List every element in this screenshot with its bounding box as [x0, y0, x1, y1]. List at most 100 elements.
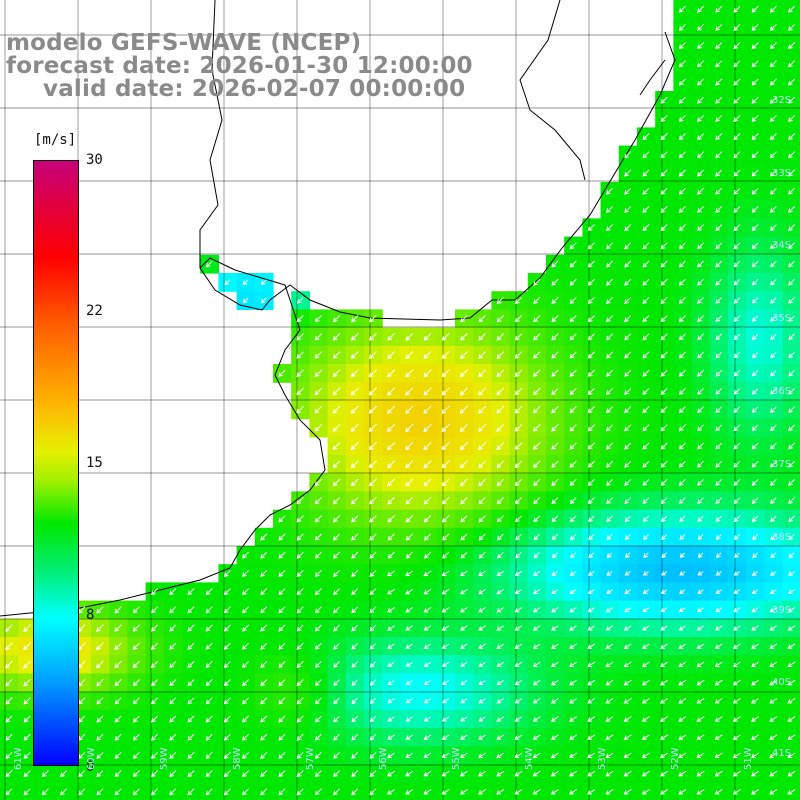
- wind-arrow: [187, 770, 195, 778]
- wind-arrow: [441, 643, 450, 649]
- wind-arrow: [96, 660, 104, 669]
- wind-arrow: [405, 515, 414, 523]
- wind-arrow: [733, 351, 741, 359]
- wind-arrow: [132, 733, 140, 741]
- wind-arrow: [405, 661, 413, 667]
- lon-label-59w: 59W: [159, 747, 170, 770]
- wind-arrow: [551, 589, 559, 595]
- wind-arrow: [769, 625, 777, 631]
- wind-arrow: [460, 333, 468, 341]
- wind-arrow: [296, 660, 304, 668]
- wind-arrow: [296, 679, 304, 687]
- wind-arrow: [441, 478, 450, 487]
- wind-arrow: [642, 133, 650, 141]
- wind-arrow: [733, 515, 741, 522]
- wind-arrow: [678, 770, 687, 777]
- wind-arrow: [514, 698, 523, 704]
- wind-arrow: [769, 589, 777, 594]
- wind-arrow: [660, 205, 668, 213]
- wind-arrow: [405, 680, 413, 686]
- wind-arrow: [678, 151, 686, 159]
- wind-arrow: [114, 733, 122, 741]
- wind-arrow: [623, 679, 632, 686]
- wind-arrow: [423, 351, 432, 359]
- wind-arrow: [624, 589, 631, 594]
- wind-arrow: [350, 423, 359, 432]
- wind-arrow: [769, 224, 777, 232]
- wind-arrow: [368, 460, 377, 469]
- wind-arrow: [96, 733, 104, 741]
- wind-arrow: [114, 788, 122, 796]
- wind-arrow: [678, 333, 686, 341]
- wind-arrow: [642, 224, 650, 232]
- wind-arrow: [333, 551, 341, 559]
- wind-arrow: [751, 460, 759, 468]
- wind-arrow: [424, 680, 431, 686]
- colorbar-tick-8: 8: [86, 607, 95, 623]
- wind-arrow: [769, 607, 777, 613]
- coastline: [0, 31, 676, 617]
- wind-arrow: [606, 515, 613, 523]
- wind-arrow: [387, 351, 396, 359]
- wind-arrow: [314, 315, 322, 323]
- wind-arrow: [733, 151, 741, 159]
- wind-arrow: [788, 479, 795, 486]
- wind-arrow: [678, 625, 686, 631]
- wind-arrow: [660, 369, 668, 377]
- wind-arrow: [606, 497, 613, 504]
- wind-arrow: [715, 5, 723, 13]
- wind-arrow: [733, 333, 741, 340]
- wind-arrow: [242, 751, 250, 759]
- wind-arrow: [278, 715, 286, 723]
- wind-arrow: [587, 752, 596, 759]
- wind-arrow: [733, 260, 741, 268]
- wind-arrow: [660, 133, 668, 141]
- wind-arrow: [660, 497, 668, 504]
- wind-arrow: [715, 460, 723, 468]
- wind-arrow: [369, 478, 377, 487]
- colorbar-tick-30: 30: [86, 152, 103, 168]
- wind-arrow: [205, 588, 213, 596]
- wind-arrow: [23, 715, 31, 723]
- wind-arrow: [460, 698, 468, 704]
- wind-arrow: [496, 478, 505, 487]
- wind-arrow: [752, 351, 759, 359]
- wind-arrow: [405, 496, 414, 505]
- wind-arrow: [405, 606, 414, 613]
- wind-arrows: [5, 5, 796, 796]
- wind-arrow: [441, 460, 450, 469]
- wind-arrow: [751, 661, 759, 668]
- wind-arrow: [205, 660, 213, 668]
- wind-arrow: [223, 588, 231, 596]
- wind-arrow: [460, 478, 468, 487]
- wind-arrow: [697, 206, 704, 213]
- wind-arrow: [387, 734, 395, 740]
- wind-arrow: [151, 697, 159, 705]
- wind-arrow: [496, 607, 505, 613]
- wind-arrow: [606, 260, 614, 268]
- wind-arrow: [733, 206, 741, 213]
- wind-arrow: [478, 661, 486, 667]
- wind-arrow: [624, 479, 632, 486]
- wind-arrow: [551, 369, 559, 377]
- wind-arrow: [569, 661, 577, 667]
- wind-arrow: [696, 770, 705, 777]
- wind-arrow: [96, 751, 104, 759]
- wind-arrow: [478, 752, 486, 759]
- wind-arrow: [678, 114, 686, 122]
- wind-arrow: [441, 351, 450, 359]
- wind-arrow: [278, 515, 286, 523]
- wind-arrow: [733, 5, 741, 13]
- wind-arrow: [278, 642, 286, 650]
- wind-arrow: [314, 333, 322, 341]
- wind-arrow: [333, 752, 340, 759]
- wind-arrow: [260, 624, 268, 632]
- wind-arrow: [733, 607, 741, 613]
- wind-arrow: [205, 606, 213, 614]
- wind-arrow: [715, 151, 723, 159]
- wind-arrow: [788, 260, 795, 268]
- wind-arrow: [460, 351, 468, 359]
- wind-arrow: [314, 715, 322, 723]
- wind-arrow: [332, 333, 341, 341]
- wind-arrow: [496, 296, 504, 305]
